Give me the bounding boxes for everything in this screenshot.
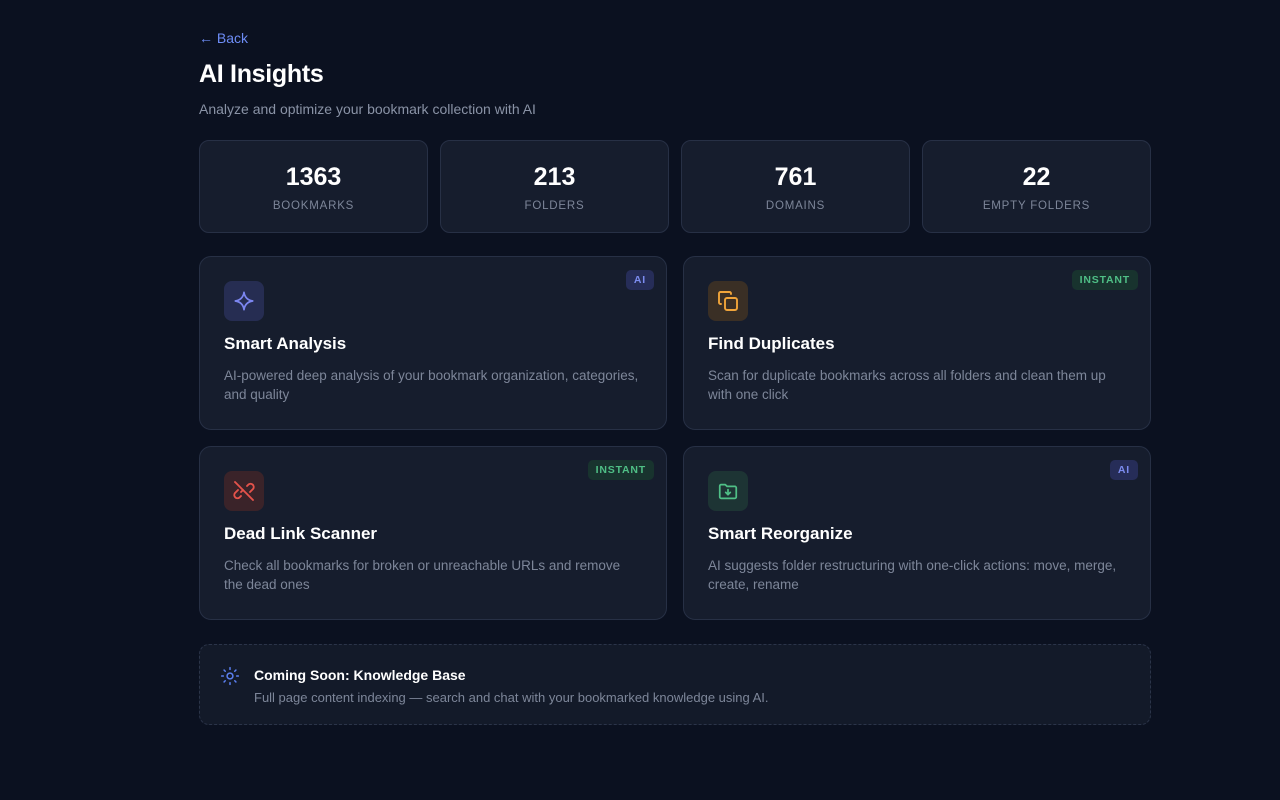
broken-link-icon <box>224 471 264 511</box>
feature-title: Find Duplicates <box>708 334 835 353</box>
sun-icon <box>220 666 240 691</box>
find-duplicates-card[interactable]: INSTANT Find Duplicates Scan for duplica… <box>683 256 1151 430</box>
stat-value: 761 <box>774 163 817 191</box>
ai-badge: AI <box>1109 460 1138 480</box>
copy-icon <box>708 281 748 321</box>
stat-card-folders: 213 FOLDERS <box>440 140 669 233</box>
feature-description: Scan for duplicate bookmarks across all … <box>708 368 1106 402</box>
coming-soon-banner: Coming Soon: Knowledge Base Full page co… <box>199 644 1151 725</box>
stat-card-domains: 761 DOMAINS <box>681 140 910 233</box>
folder-download-icon <box>708 471 748 511</box>
stat-card-bookmarks: 1363 BOOKMARKS <box>199 140 428 233</box>
sparkle-icon <box>224 281 264 321</box>
instant-badge: INSTANT <box>1071 270 1138 290</box>
stat-label: BOOKMARKS <box>272 200 355 212</box>
page-subtitle: Analyze and optimize your bookmark colle… <box>199 101 536 117</box>
back-link[interactable]: ← Back <box>199 30 249 46</box>
ai-badge: AI <box>625 270 654 290</box>
stat-value: 1363 <box>285 163 342 191</box>
stat-value: 22 <box>1022 163 1051 191</box>
feature-title: Smart Analysis <box>224 334 347 353</box>
stat-value: 213 <box>533 163 576 191</box>
feature-title: Dead Link Scanner <box>224 524 378 543</box>
stat-card-empty-folders: 22 EMPTY FOLDERS <box>922 140 1151 233</box>
feature-description: AI suggests folder restructuring with on… <box>708 558 1117 592</box>
coming-soon-description: Full page content indexing — search and … <box>254 690 769 705</box>
stat-label: DOMAINS <box>765 200 826 212</box>
stat-label: EMPTY FOLDERS <box>982 200 1091 212</box>
feature-grid: AI Smart Analysis AI-powered deep analys… <box>199 256 1151 620</box>
feature-title: Smart Reorganize <box>708 524 853 543</box>
feature-description: AI-powered deep analysis of your bookmar… <box>224 368 639 402</box>
instant-badge: INSTANT <box>587 460 654 480</box>
page-title: AI Insights <box>199 60 324 88</box>
coming-soon-title: Coming Soon: Knowledge Base <box>254 667 466 683</box>
stat-label: FOLDERS <box>524 200 585 212</box>
smart-reorganize-card[interactable]: AI Smart Reorganize AI suggests folder r… <box>683 446 1151 620</box>
feature-description: Check all bookmarks for broken or unreac… <box>224 558 621 592</box>
dead-link-scanner-card[interactable]: INSTANT Dead Link Scanner Check all book… <box>199 446 667 620</box>
stats-row: 1363 BOOKMARKS 213 FOLDERS 761 DOMAINS 2… <box>199 140 1151 233</box>
smart-analysis-card[interactable]: AI Smart Analysis AI-powered deep analys… <box>199 256 667 430</box>
